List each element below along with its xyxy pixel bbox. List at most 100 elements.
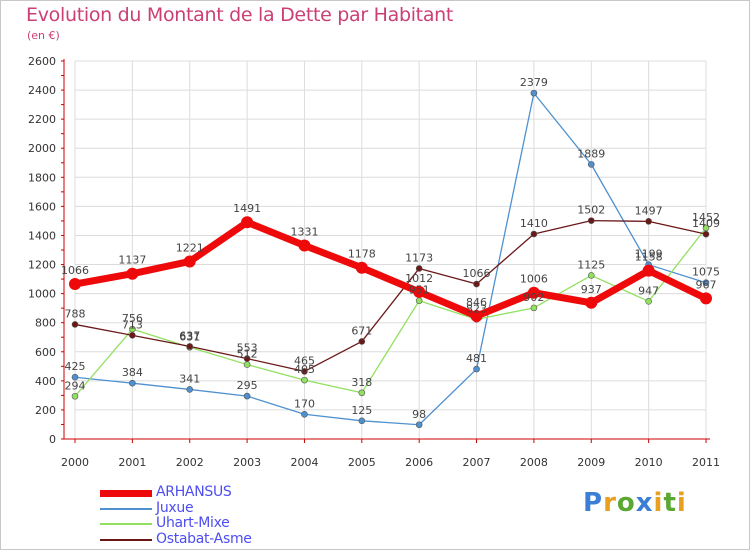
- data-label: 318: [351, 376, 372, 389]
- data-point: [71, 373, 79, 381]
- data-label: 967: [696, 278, 717, 291]
- data-point: [301, 368, 308, 375]
- axis-layer: 0 200 400 600 800 1000 1200 1400 1600 1800 2000 220…: [28, 55, 720, 469]
- data-point: [355, 261, 368, 274]
- data-point: [585, 296, 598, 309]
- data-point: [415, 421, 423, 429]
- logo-letter: x: [635, 488, 654, 518]
- x-tick-label: 2001: [118, 456, 146, 469]
- x-tick-label: 2006: [405, 456, 433, 469]
- data-label: 671: [351, 324, 372, 337]
- data-label: 756: [122, 312, 143, 325]
- data-label: 1066: [463, 267, 491, 280]
- data-point: [358, 389, 366, 397]
- data-label: 405: [294, 363, 315, 376]
- data-label: 1331: [290, 225, 318, 238]
- data-label: 481: [466, 352, 487, 365]
- x-tick-label: 2000: [61, 456, 89, 469]
- data-label: 1502: [577, 204, 605, 217]
- legend-swatch: [100, 490, 152, 497]
- data-point: [587, 161, 595, 168]
- data-label: 1178: [348, 248, 376, 261]
- x-tick-label: 2003: [233, 456, 261, 469]
- data-label: 1137: [118, 254, 146, 267]
- chart-title: Evolution du Montant de la Dette par Hab…: [26, 4, 454, 26]
- data-point: [413, 285, 426, 298]
- y-tick-label: 2400: [28, 84, 56, 97]
- data-point: [702, 230, 710, 238]
- x-tick-label: 2007: [463, 456, 491, 469]
- legend-swatch: [100, 538, 152, 541]
- data-label: 947: [638, 284, 659, 297]
- data-point: [243, 361, 251, 368]
- y-tick-label: 1000: [28, 288, 56, 301]
- data-point: [642, 264, 655, 277]
- y-tick-label: 1800: [28, 171, 56, 184]
- proxiti-logo: Proxiti: [583, 488, 687, 518]
- data-point: [243, 355, 251, 362]
- data-point: [126, 267, 139, 280]
- data-point: [527, 286, 540, 299]
- data-label: 1409: [692, 217, 720, 230]
- series-line-ostabat-asme: [74, 219, 707, 373]
- logo-letter: P: [583, 488, 604, 518]
- data-label: 1125: [577, 258, 605, 271]
- data-label: 295: [237, 379, 258, 392]
- legend-label: Juxue: [156, 499, 194, 516]
- data-point: [530, 304, 538, 312]
- data-point: [530, 89, 538, 97]
- data-label: 937: [581, 283, 602, 296]
- data-label-layer: 1066 1137 1221 1491 1331 1178 1012 846 1006 937 11…: [61, 76, 720, 421]
- y-tick-label: 1400: [28, 229, 56, 242]
- data-point: [69, 278, 81, 291]
- data-point: [183, 255, 196, 268]
- legend-label: ARHANSUS: [156, 484, 232, 500]
- data-point: [298, 239, 311, 252]
- data-label: 1452: [692, 211, 720, 224]
- y-tick-label: 0: [49, 433, 56, 446]
- data-point: [587, 217, 595, 224]
- data-label: 1491: [233, 202, 261, 215]
- data-label: 713: [122, 318, 143, 331]
- data-point: [645, 298, 652, 305]
- y-tick-label: 600: [35, 346, 56, 359]
- data-label: 1173: [405, 251, 433, 264]
- data-point: [700, 292, 712, 305]
- data-label: 125: [351, 404, 372, 417]
- data-point: [186, 386, 194, 393]
- data-point: [301, 376, 308, 384]
- logo-letter: i: [676, 488, 687, 518]
- data-label: 512: [237, 348, 258, 361]
- y-tick-label: 800: [35, 317, 56, 330]
- data-point: [358, 417, 366, 425]
- data-point: [473, 365, 480, 373]
- x-tick-label: 2010: [635, 456, 663, 469]
- data-point: [358, 338, 366, 345]
- data-label: 1497: [635, 204, 663, 217]
- series-layer: [69, 89, 712, 429]
- data-point: [243, 392, 251, 400]
- data-label: 384: [122, 366, 143, 379]
- data-label: 294: [65, 379, 86, 392]
- data-point: [470, 310, 483, 323]
- data-label: 1889: [577, 147, 605, 160]
- logo-letter: i: [653, 488, 664, 518]
- data-label: 98: [412, 408, 426, 421]
- data-label: 631: [179, 330, 200, 343]
- x-tick-label: 2011: [692, 456, 720, 469]
- legend-label: Ostabat-Asme: [156, 530, 252, 547]
- legend-swatch: [100, 507, 152, 510]
- data-point: [129, 332, 136, 339]
- data-label: 170: [294, 397, 315, 410]
- y-tick-label: 2200: [28, 113, 56, 126]
- x-tick-label: 2008: [520, 456, 548, 469]
- data-point: [241, 216, 254, 229]
- data-point: [301, 410, 308, 418]
- data-point: [415, 265, 423, 272]
- logo-letter: r: [603, 488, 617, 518]
- logo-letter: o: [616, 488, 636, 518]
- x-tick-label: 2005: [348, 456, 376, 469]
- data-label: 1006: [520, 273, 548, 286]
- data-label: 341: [179, 372, 200, 385]
